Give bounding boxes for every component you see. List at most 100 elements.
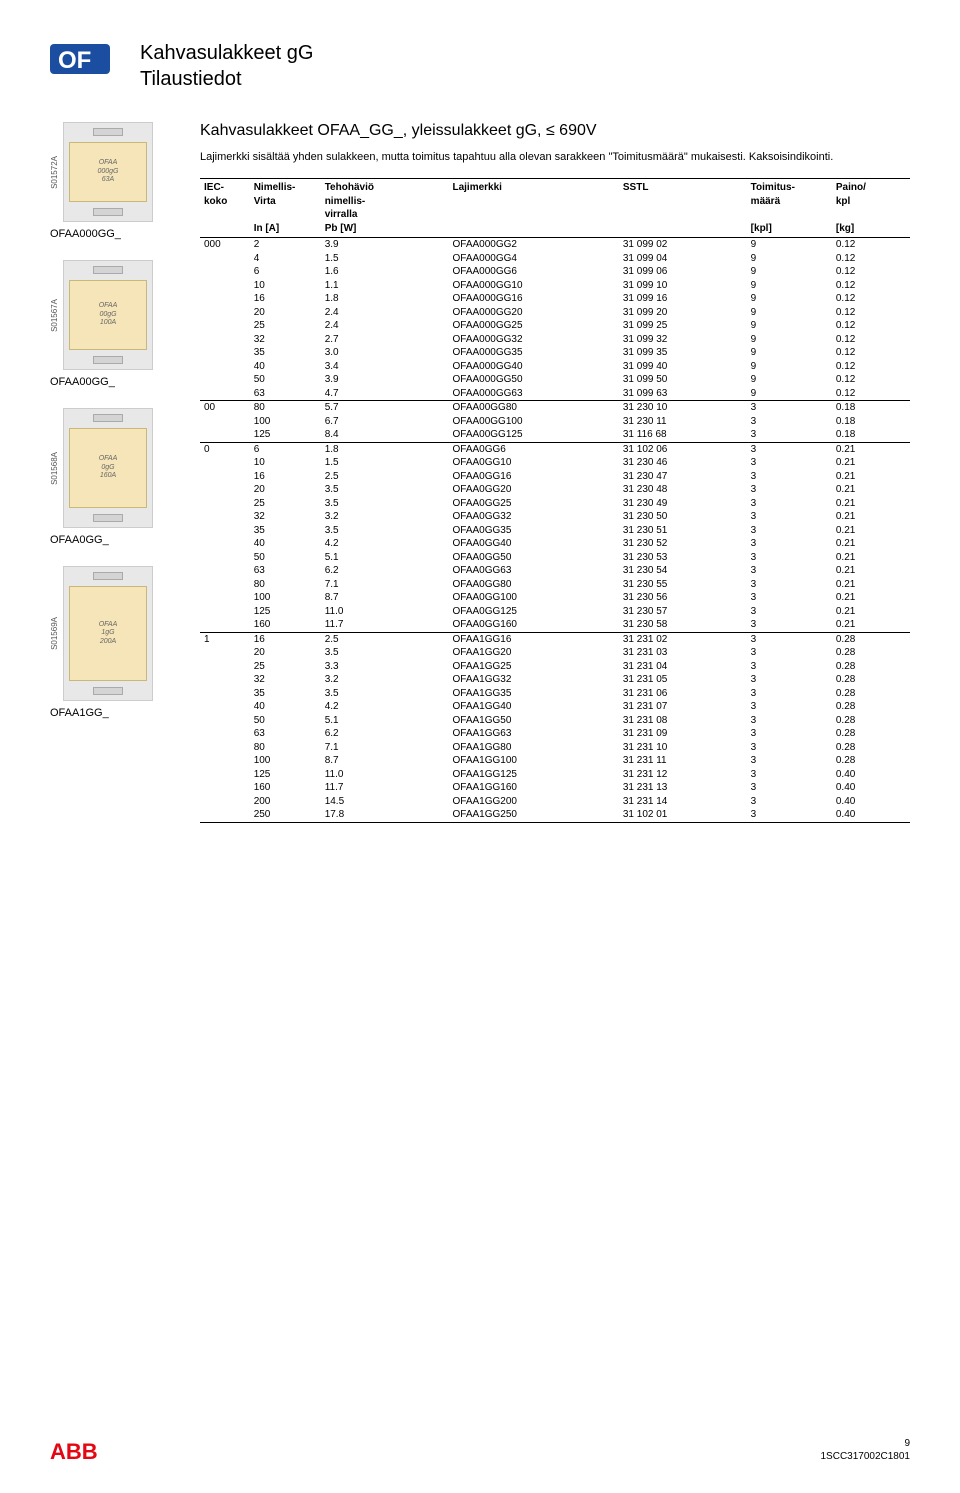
cell-wt: 0.12: [832, 333, 910, 347]
cell-iec: [200, 415, 250, 429]
cell-sstl: 31 099 25: [619, 319, 747, 333]
table-row: 12511.0OFAA1GG12531 231 1230.40: [200, 768, 910, 782]
cell-qty: 9: [747, 346, 832, 360]
cell-qty: 3: [747, 700, 832, 714]
cell-qty: 3: [747, 442, 832, 456]
cell-laj: OFAA000GG4: [448, 252, 618, 266]
cell-pb: 2.4: [321, 306, 449, 320]
cell-sstl: 31 099 32: [619, 333, 747, 347]
cell-iec: [200, 741, 250, 755]
table-row: 101.5OFAA0GG1031 230 4630.21: [200, 456, 910, 470]
cell-iec: [200, 346, 250, 360]
cell-pb: 3.0: [321, 346, 449, 360]
cell-laj: OFAA0GG125: [448, 605, 618, 619]
cell-pb: 8.4: [321, 428, 449, 442]
cell-laj: OFAA1GG20: [448, 646, 618, 660]
cell-sstl: 31 230 55: [619, 578, 747, 592]
table-row: 253.3OFAA1GG2531 231 0430.28: [200, 660, 910, 674]
cell-laj: OFAA1GG160: [448, 781, 618, 795]
fuse-body-label: 000gG: [97, 168, 118, 176]
cell-iec: [200, 306, 250, 320]
of-logo: OF: [50, 40, 110, 80]
table-row: 16011.7OFAA0GG16031 230 5830.21: [200, 618, 910, 632]
table-row: 322.7OFAA000GG3231 099 3290.12: [200, 333, 910, 347]
cell-qty: 3: [747, 618, 832, 632]
cell-pb: 7.1: [321, 741, 449, 755]
fuse-name: OFAA000GG_: [50, 228, 121, 240]
th-sstl: SSTL: [619, 179, 747, 238]
cell-in: 125: [250, 605, 321, 619]
cell-qty: 9: [747, 265, 832, 279]
cell-pb: 3.5: [321, 524, 449, 538]
cell-sstl: 31 099 35: [619, 346, 747, 360]
cell-laj: OFAA0GG40: [448, 537, 618, 551]
cell-pb: 6.7: [321, 415, 449, 429]
cell-iec: [200, 714, 250, 728]
cell-iec: [200, 700, 250, 714]
fuse-block: S01569AOFAA1gG200AOFAA1GG_: [50, 566, 180, 719]
cell-wt: 0.21: [832, 551, 910, 565]
cell-iec: [200, 292, 250, 306]
table-row: 353.5OFAA1GG3531 231 0630.28: [200, 687, 910, 701]
cell-laj: OFAA1GG250: [448, 808, 618, 822]
cell-pb: 8.7: [321, 591, 449, 605]
cell-sstl: 31 230 56: [619, 591, 747, 605]
cell-wt: 0.28: [832, 714, 910, 728]
cell-pb: 2.4: [321, 319, 449, 333]
cell-sstl: 31 231 14: [619, 795, 747, 809]
cell-wt: 0.28: [832, 646, 910, 660]
cell-laj: OFAA1GG16: [448, 632, 618, 646]
cell-iec: 1: [200, 632, 250, 646]
cell-iec: [200, 252, 250, 266]
cell-wt: 0.21: [832, 510, 910, 524]
cell-wt: 0.21: [832, 578, 910, 592]
cell-iec: [200, 333, 250, 347]
table-row: 403.4OFAA000GG4031 099 4090.12: [200, 360, 910, 374]
cell-wt: 0.28: [832, 741, 910, 755]
cell-iec: [200, 605, 250, 619]
cell-wt: 0.18: [832, 401, 910, 415]
table-row: 807.1OFAA0GG8031 230 5530.21: [200, 578, 910, 592]
cell-in: 50: [250, 551, 321, 565]
fuse-body-label: OFAA: [99, 302, 118, 310]
cell-wt: 0.28: [832, 700, 910, 714]
cell-in: 125: [250, 428, 321, 442]
cell-laj: OFAA1GG125: [448, 768, 618, 782]
table-row: 323.2OFAA1GG3231 231 0530.28: [200, 673, 910, 687]
cell-in: 100: [250, 754, 321, 768]
cell-in: 20: [250, 646, 321, 660]
cell-wt: 0.21: [832, 524, 910, 538]
cell-iec: [200, 687, 250, 701]
svg-text:ABB: ABB: [50, 1439, 98, 1463]
cell-sstl: 31 231 11: [619, 754, 747, 768]
cell-sstl: 31 230 10: [619, 401, 747, 415]
cell-wt: 0.12: [832, 346, 910, 360]
cell-sstl: 31 231 03: [619, 646, 747, 660]
cell-laj: OFAA000GG25: [448, 319, 618, 333]
cell-wt: 0.21: [832, 605, 910, 619]
cell-sstl: 31 230 11: [619, 415, 747, 429]
cell-in: 6: [250, 265, 321, 279]
cell-qty: 3: [747, 727, 832, 741]
cell-sstl: 31 099 40: [619, 360, 747, 374]
cell-in: 4: [250, 252, 321, 266]
cell-qty: 9: [747, 306, 832, 320]
cell-in: 80: [250, 401, 321, 415]
cell-wt: 0.40: [832, 781, 910, 795]
cell-qty: 3: [747, 808, 832, 822]
cell-pb: 11.7: [321, 781, 449, 795]
cell-laj: OFAA00GG125: [448, 428, 618, 442]
cell-sstl: 31 099 04: [619, 252, 747, 266]
cell-in: 10: [250, 279, 321, 293]
cell-iec: [200, 456, 250, 470]
cell-qty: 3: [747, 456, 832, 470]
cell-in: 160: [250, 618, 321, 632]
cell-qty: 3: [747, 632, 832, 646]
cell-in: 35: [250, 346, 321, 360]
fuse-body-label: 200A: [100, 638, 116, 646]
cell-iec: [200, 768, 250, 782]
table-row: 1162.5OFAA1GG1631 231 0230.28: [200, 632, 910, 646]
table-row: 41.5OFAA000GG431 099 0490.12: [200, 252, 910, 266]
cell-in: 10: [250, 456, 321, 470]
cell-wt: 0.21: [832, 456, 910, 470]
